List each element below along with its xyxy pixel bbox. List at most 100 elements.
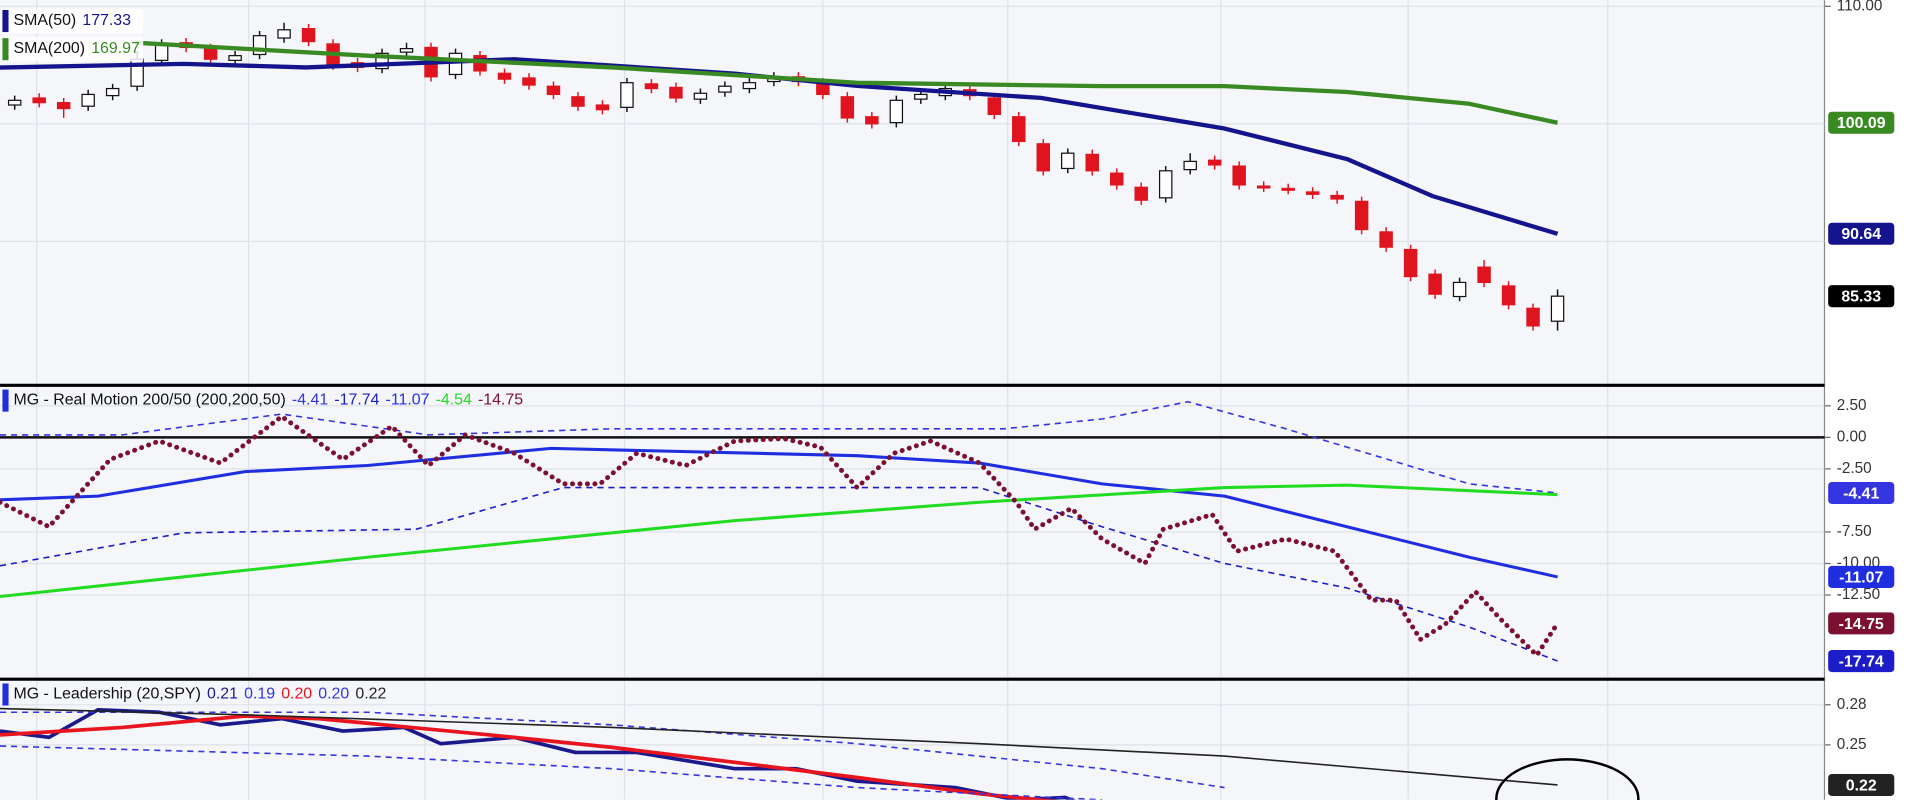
y-tick-label: 110.00: [1837, 0, 1883, 14]
candle-body: [1526, 307, 1540, 327]
candle-body: [1354, 200, 1369, 231]
series-line: [0, 57, 1559, 236]
candle-body: [620, 82, 634, 108]
legend-swatch: [2, 10, 9, 33]
y-tick-label: 0.28: [1837, 696, 1867, 713]
value-tag: [1828, 773, 1895, 796]
legend-swatch: [2, 389, 9, 412]
candle-body: [1158, 170, 1173, 199]
legend-bg: [8, 36, 144, 62]
candle-body: [1183, 160, 1197, 171]
series-line: [0, 483, 1558, 599]
value-tag-label: 100.09: [1837, 115, 1886, 132]
legend-entry: SMA(200) 169.97: [13, 40, 140, 57]
panel: [0, 0, 1825, 384]
series-line: [0, 446, 1558, 579]
legend-value: -11.07: [386, 392, 430, 409]
candle-body: [1550, 295, 1565, 322]
legend-name: SMA(200): [13, 40, 85, 57]
value-tag: [1828, 111, 1895, 134]
candle-body: [742, 82, 757, 90]
candle-body: [1330, 194, 1344, 200]
candle-body: [1012, 116, 1026, 143]
candle-body: [595, 104, 610, 111]
legend-value: 0.19: [244, 686, 275, 703]
panel-title: MG - Real Motion 200/50 (200,200,50): [13, 392, 285, 409]
candle-body: [448, 52, 463, 76]
legend-value: 0.20: [281, 686, 312, 703]
candle-body: [840, 96, 855, 119]
y-tick-label: 2.50: [1837, 397, 1867, 414]
candle-body: [7, 99, 22, 106]
panel-title: MG - Leadership (20,SPY): [13, 686, 200, 703]
legend-value: -4.41: [292, 392, 328, 409]
value-tag: [1828, 650, 1895, 673]
candle-body: [1379, 231, 1393, 248]
legend-bg: [8, 8, 144, 34]
series-line: [0, 714, 1058, 800]
annotation-circle: [1495, 758, 1640, 800]
series-line: [0, 400, 1558, 494]
legend-value: -14.75: [478, 392, 523, 409]
candle-body: [1256, 185, 1271, 189]
candle-body: [718, 85, 732, 93]
candle-body: [105, 87, 120, 97]
candle-body: [1403, 248, 1418, 278]
y-tick-label: 0.00: [1837, 428, 1867, 445]
legend-name: SMA(50): [13, 12, 76, 29]
candle-body: [522, 77, 536, 86]
candle-body: [1061, 152, 1075, 170]
candle-body: [693, 92, 708, 100]
candle-body: [203, 47, 218, 60]
candle-body: [277, 29, 291, 39]
candle-body: [889, 99, 904, 124]
candle-body: [1428, 273, 1442, 295]
candle-body: [1281, 187, 1295, 191]
legend-value: 0.20: [318, 686, 349, 703]
value-tag-label: -11.07: [1839, 569, 1883, 586]
series-line: [0, 414, 1560, 658]
candle-body: [1134, 186, 1148, 201]
candle-body: [301, 28, 316, 43]
series-line: [0, 711, 1225, 789]
legend-value: -17.74: [334, 392, 379, 409]
legend-swatch: [2, 683, 9, 706]
candle-body: [1207, 159, 1222, 166]
legend-value: 177.33: [82, 12, 131, 29]
value-tag-label: -14.75: [1839, 616, 1884, 633]
series-line: [0, 707, 1558, 786]
candle-body: [1085, 153, 1099, 172]
candle-body: [1110, 172, 1124, 186]
y-tick-label: -12.50: [1837, 586, 1880, 603]
candle-body: [1232, 165, 1246, 186]
legend-swatch: [2, 38, 9, 61]
series-line: [0, 745, 1103, 800]
candle-body: [914, 93, 928, 100]
candle-body: [81, 93, 95, 107]
candle-body: [56, 102, 71, 110]
value-tag: [1828, 565, 1895, 588]
candle-body: [865, 116, 879, 125]
candle-body: [1501, 285, 1516, 306]
legend-entry: MG - Real Motion 200/50 (200,200,50) -4.4…: [13, 392, 523, 409]
legend-value: -4.54: [436, 392, 472, 409]
panel: [0, 387, 1825, 678]
candle-body: [644, 83, 659, 90]
candle-body: [497, 72, 512, 80]
candle-body: [228, 55, 242, 61]
candle-body: [1477, 266, 1491, 284]
candle-body: [399, 47, 414, 53]
legend-value: 0.21: [207, 686, 238, 703]
legend-entry: SMA(50) 177.33: [13, 12, 131, 29]
candle-body: [32, 97, 46, 104]
value-tag: [1828, 612, 1895, 635]
candle-body: [1452, 281, 1467, 298]
value-tag-label: 85.33: [1841, 289, 1881, 306]
value-tag: [1828, 285, 1895, 308]
candle-body: [987, 97, 1002, 116]
value-tag-label: -4.41: [1843, 485, 1879, 502]
value-tag-label: 0.22: [1846, 777, 1877, 794]
value-tag: [1828, 222, 1895, 245]
